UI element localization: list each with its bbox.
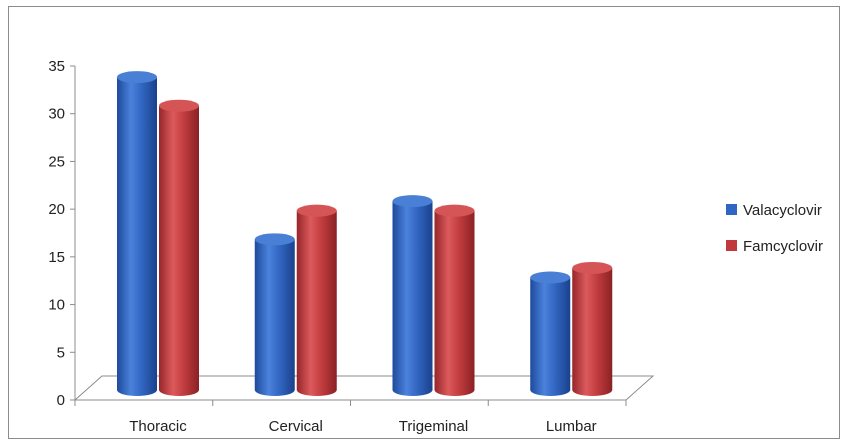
bar-top: [392, 195, 433, 208]
legend: Valacyclovir Famcyclovir: [726, 202, 823, 255]
floor-plane: [73, 375, 655, 401]
bar-body: [117, 77, 157, 396]
x-tick-label: Cervical: [269, 418, 323, 435]
legend-label: Famcyclovir: [743, 238, 823, 255]
y-tick-label: 20: [48, 201, 65, 218]
bar-famcyclovir-cervical: [296, 204, 337, 396]
x-tick-label: Trigeminal: [399, 418, 468, 435]
bar-valacyclovir-thoracic: [117, 71, 157, 396]
x-tick-labels: Thoracic Cervical Trigeminal Lumbar: [129, 418, 596, 435]
y-tick-label: 30: [48, 106, 65, 123]
legend-swatch: [726, 204, 737, 215]
bar-top: [296, 204, 337, 217]
bar-valacyclovir-lumbar: [530, 271, 571, 396]
bar-famcyclovir-thoracic: [159, 99, 199, 396]
bars-group: [117, 71, 613, 396]
axes: [70, 65, 655, 406]
bar-valacyclovir-cervical: [254, 233, 295, 396]
bar-top: [572, 261, 613, 274]
bar-top: [254, 233, 295, 246]
bar-body: [254, 239, 295, 396]
bar-body: [530, 277, 571, 396]
y-tick-label: 35: [48, 58, 65, 75]
bar-top: [530, 271, 571, 284]
bar-top: [159, 99, 199, 112]
bar-body: [159, 105, 199, 396]
legend-swatch: [726, 240, 737, 251]
x-tick-label: Thoracic: [129, 418, 187, 435]
bar-body: [392, 201, 433, 396]
y-tick-label: 0: [57, 392, 65, 409]
bar-valacyclovir-trigeminal: [392, 195, 433, 396]
y-tick-label: 5: [57, 344, 65, 361]
y-tick-label: 25: [48, 153, 65, 170]
y-tick-label: 15: [48, 249, 65, 266]
legend-label: Valacyclovir: [743, 202, 822, 219]
bar-top: [117, 71, 157, 84]
y-tick-labels: 0 5 10 15 20 25 30 35: [48, 58, 65, 409]
bar-body: [572, 267, 613, 396]
bar-top: [434, 204, 475, 217]
bar-body: [296, 210, 337, 396]
bar-famcyclovir-trigeminal: [434, 204, 475, 396]
bar-famcyclovir-lumbar: [572, 261, 613, 396]
x-tick-label: Lumbar: [546, 418, 597, 435]
bar-body: [434, 210, 475, 396]
y-tick-label: 10: [48, 297, 65, 314]
